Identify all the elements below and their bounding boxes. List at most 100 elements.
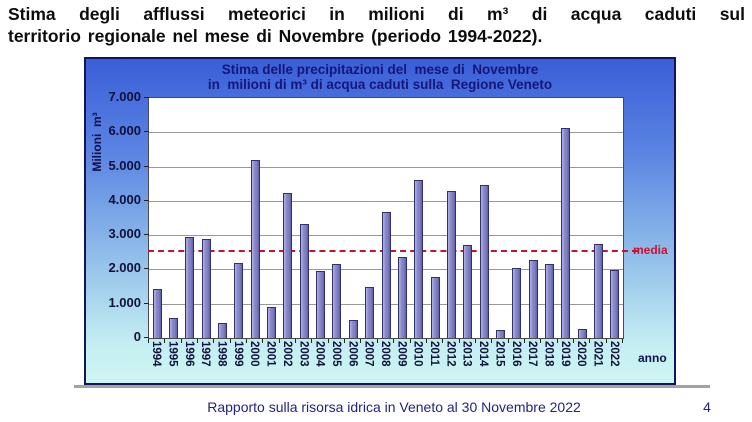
bar-2019 <box>561 128 571 338</box>
bar-1995 <box>169 318 179 338</box>
x-tick-mark <box>164 339 166 343</box>
footer-divider <box>74 385 710 388</box>
y-tick-label: 3.000 <box>108 226 141 242</box>
y-tick-mark <box>144 302 149 304</box>
y-tick-label: 1.000 <box>108 294 141 310</box>
chart-title-line-2: in milioni di m³ di acqua caduti sulla R… <box>207 77 553 92</box>
bar-1997 <box>201 239 211 338</box>
bar-2021 <box>593 244 603 338</box>
slide-heading-line-1: Stima degli afflussi meteorici in milion… <box>8 4 745 24</box>
x-tick-label: 2004 <box>313 341 326 367</box>
x-tick-mark <box>311 339 313 343</box>
x-tick-label: 2015 <box>493 341 506 367</box>
x-tick-mark <box>360 339 362 343</box>
x-tick-mark <box>491 339 493 343</box>
bar-2008 <box>381 212 391 338</box>
bar-1998 <box>218 323 228 338</box>
x-tick-mark <box>540 339 542 343</box>
y-tick-mark <box>144 97 149 98</box>
x-tick-mark <box>344 339 346 343</box>
bar-2022 <box>610 270 620 338</box>
bar-2013 <box>463 245 473 338</box>
x-tick-mark <box>148 339 149 343</box>
x-tick-label: 2017 <box>526 341 539 367</box>
bar-2006 <box>348 320 358 338</box>
x-tick-label: 2007 <box>362 341 375 367</box>
media-label: media <box>633 243 668 257</box>
x-tick-mark <box>278 339 280 343</box>
bar-2002 <box>283 193 293 338</box>
x-tick-label: 2018 <box>542 341 555 367</box>
bar-2003 <box>299 224 309 338</box>
y-tick-label: 7.000 <box>108 89 141 104</box>
bar-2004 <box>316 271 326 338</box>
bar-1996 <box>185 237 195 338</box>
x-tick-mark <box>425 339 427 343</box>
bar-1999 <box>234 263 244 338</box>
bar-2017 <box>528 260 538 338</box>
media-mean-line <box>148 250 638 253</box>
plot-area <box>148 97 624 339</box>
gridline-4000 <box>149 200 623 202</box>
x-tick-label: 1994 <box>150 341 163 367</box>
x-tick-label: 2020 <box>575 341 588 367</box>
x-tick-mark <box>393 339 395 343</box>
y-tick-mark <box>144 199 149 201</box>
x-tick-mark <box>295 339 297 343</box>
x-tick-label: 1996 <box>182 341 195 367</box>
x-tick-mark <box>229 339 231 343</box>
bar-2015 <box>495 330 505 338</box>
page-number: 4 <box>703 399 711 415</box>
x-tick-mark <box>507 339 509 343</box>
chart-title-line-1: Stima delle precipitazioni del mese di N… <box>221 62 539 77</box>
x-tick-label: 1998 <box>215 341 228 367</box>
x-tick-mark <box>197 339 199 343</box>
x-tick-label: 2013 <box>460 341 473 367</box>
x-tick-mark <box>180 339 182 343</box>
y-tick-mark <box>144 337 149 338</box>
x-tick-label: 2010 <box>411 341 424 367</box>
y-tick-label: 4.000 <box>108 191 141 207</box>
bar-2007 <box>365 287 375 338</box>
gridline-5000 <box>149 166 623 168</box>
y-tick-mark <box>144 165 149 167</box>
x-tick-label: 1999 <box>231 341 244 367</box>
x-tick-mark <box>474 339 476 343</box>
bar-1994 <box>152 289 162 338</box>
chart-box: Stima delle precipitazioni del mese di N… <box>84 57 676 385</box>
x-tick-label: 2011 <box>428 341 441 366</box>
x-tick-label: 1995 <box>166 341 179 367</box>
bar-2000 <box>250 160 260 338</box>
y-tick-label: 0 <box>133 329 141 344</box>
x-tick-mark <box>327 339 329 343</box>
x-tick-mark <box>589 339 591 343</box>
y-tick-label: 2.000 <box>108 260 141 276</box>
x-tick-label: 2019 <box>558 341 571 367</box>
x-tick-label: 2006 <box>346 341 359 367</box>
y-tick-label: 6.000 <box>108 123 141 139</box>
x-tick-label: 2009 <box>395 341 408 367</box>
x-tick-label: 2000 <box>248 341 261 367</box>
x-tick-mark <box>458 339 460 343</box>
x-tick-label: 2003 <box>297 341 310 367</box>
x-tick-label: 1997 <box>199 341 212 367</box>
x-tick-label: 2008 <box>379 341 391 367</box>
y-tick-mark <box>144 131 149 133</box>
x-tick-mark <box>622 339 623 343</box>
x-tick-label: 2012 <box>444 341 457 367</box>
x-tick-mark <box>409 339 411 343</box>
x-tick-label: 2021 <box>591 341 604 367</box>
bar-2010 <box>414 180 424 338</box>
bar-2005 <box>332 264 342 338</box>
bar-2020 <box>577 329 587 338</box>
x-tick-mark <box>262 339 264 343</box>
x-tick-mark <box>246 339 248 343</box>
slide-heading: Stima degli afflussi meteorici in milion… <box>8 3 745 47</box>
x-tick-label: 2014 <box>477 341 490 367</box>
x-tick-label: 2001 <box>264 341 277 367</box>
x-tick-mark <box>556 339 558 343</box>
bar-2011 <box>430 277 440 338</box>
x-tick-label: 2022 <box>607 341 620 367</box>
bar-2014 <box>479 185 489 338</box>
